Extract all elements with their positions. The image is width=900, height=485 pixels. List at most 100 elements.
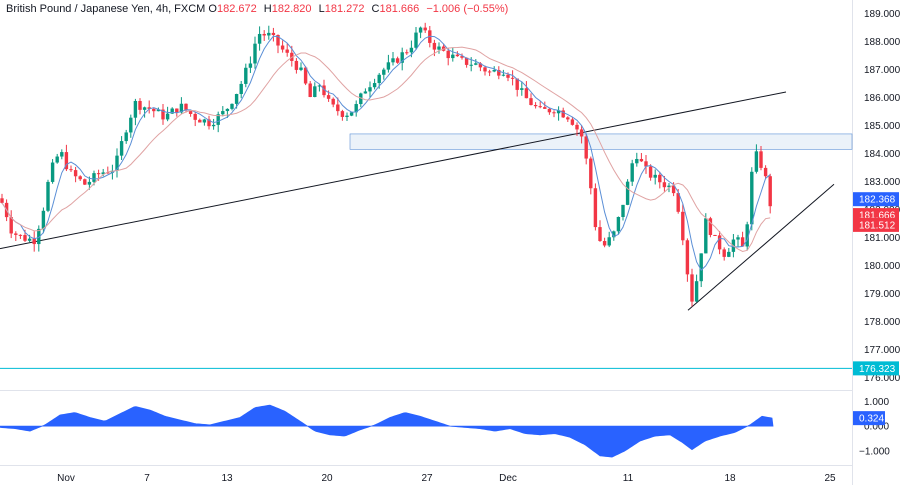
candle-body	[474, 63, 478, 65]
candle-body	[717, 235, 722, 250]
candle	[276, 34, 280, 54]
candle-body	[41, 210, 46, 229]
main-pane	[0, 22, 853, 369]
candle-body	[216, 114, 220, 125]
candle-body	[400, 52, 404, 63]
time-tick-label: 13	[221, 473, 233, 484]
candle	[119, 136, 124, 160]
candle	[198, 118, 202, 123]
candle-body	[267, 32, 271, 36]
time-tick-label: 11	[623, 473, 634, 484]
candle	[763, 165, 768, 180]
time-tick-label: 27	[421, 473, 433, 484]
price-tag-box	[853, 361, 899, 376]
candle	[225, 108, 230, 118]
candle	[681, 204, 685, 246]
candle-body	[271, 32, 276, 35]
candle-body	[685, 240, 690, 275]
candle-body	[211, 124, 216, 127]
candle-body	[110, 170, 115, 173]
candle-body	[234, 93, 239, 104]
candle	[340, 109, 345, 121]
candle-body	[639, 158, 644, 162]
candle-body	[308, 83, 312, 98]
oscillator-pane	[0, 404, 774, 458]
candle	[179, 97, 184, 114]
candle-body	[27, 238, 32, 241]
candle	[382, 67, 386, 80]
candle-body	[543, 107, 547, 109]
candle	[717, 230, 722, 255]
candle	[239, 80, 243, 99]
price-tick-label: 183.000	[864, 177, 900, 188]
candle-body	[630, 163, 634, 182]
candle-body	[598, 227, 602, 242]
fast-moving-average	[1, 35, 771, 271]
candle-body	[18, 234, 23, 236]
candle	[32, 231, 36, 252]
candle	[161, 104, 165, 125]
close-value: 181.666	[379, 3, 420, 15]
candle	[152, 107, 156, 118]
candle	[639, 152, 644, 162]
candle-body	[759, 151, 763, 168]
candle-body	[708, 218, 713, 235]
candle	[106, 166, 110, 174]
candle	[211, 118, 216, 130]
resistance-zone	[349, 133, 853, 150]
candle-body	[740, 237, 745, 247]
candle	[621, 204, 625, 221]
candle-body	[538, 106, 542, 108]
candle	[391, 52, 395, 66]
time-tick-label: 20	[321, 473, 333, 484]
candle	[299, 62, 303, 72]
candles	[0, 22, 772, 307]
candle-body	[188, 110, 193, 114]
candle-body	[464, 57, 469, 65]
candle-body	[193, 113, 197, 120]
candle-body	[331, 98, 335, 105]
candle	[133, 98, 138, 126]
candle	[497, 66, 501, 80]
candle	[483, 65, 487, 76]
candle-body	[368, 87, 372, 92]
candle	[230, 103, 234, 111]
candle	[354, 100, 358, 117]
candle-body	[607, 237, 611, 246]
candle-body	[313, 86, 317, 98]
price-tick-label: 185.000	[864, 121, 900, 132]
candle-body	[437, 46, 441, 50]
candle-body	[303, 67, 308, 84]
candle-body	[184, 103, 188, 111]
candle-body	[55, 156, 59, 163]
candle-body	[225, 108, 230, 112]
candle-body	[409, 47, 414, 53]
price-tag-label: 181.666	[859, 211, 896, 222]
candle-body	[142, 107, 147, 110]
candle	[78, 175, 82, 181]
open-value: 182.672	[216, 3, 257, 15]
candle-body	[253, 43, 257, 64]
candle-body	[0, 198, 4, 203]
candle	[248, 56, 253, 73]
candle-body	[317, 85, 322, 87]
candle-body	[78, 176, 82, 180]
candle-body	[322, 85, 326, 96]
candle-body	[87, 181, 92, 185]
candle-body	[326, 95, 331, 99]
candle	[460, 53, 464, 60]
candle-body	[262, 33, 266, 36]
candle	[14, 231, 18, 242]
candle-body	[280, 45, 285, 50]
candle-body	[115, 155, 119, 171]
candle-body	[92, 173, 96, 182]
candle-body	[754, 151, 759, 172]
candle	[529, 93, 533, 106]
candle	[405, 49, 409, 55]
candle-body	[372, 83, 377, 88]
candle	[579, 125, 584, 144]
oscillator-value-tag: 0.324	[853, 411, 885, 426]
candle-body	[506, 74, 510, 78]
candle-body	[14, 233, 18, 235]
